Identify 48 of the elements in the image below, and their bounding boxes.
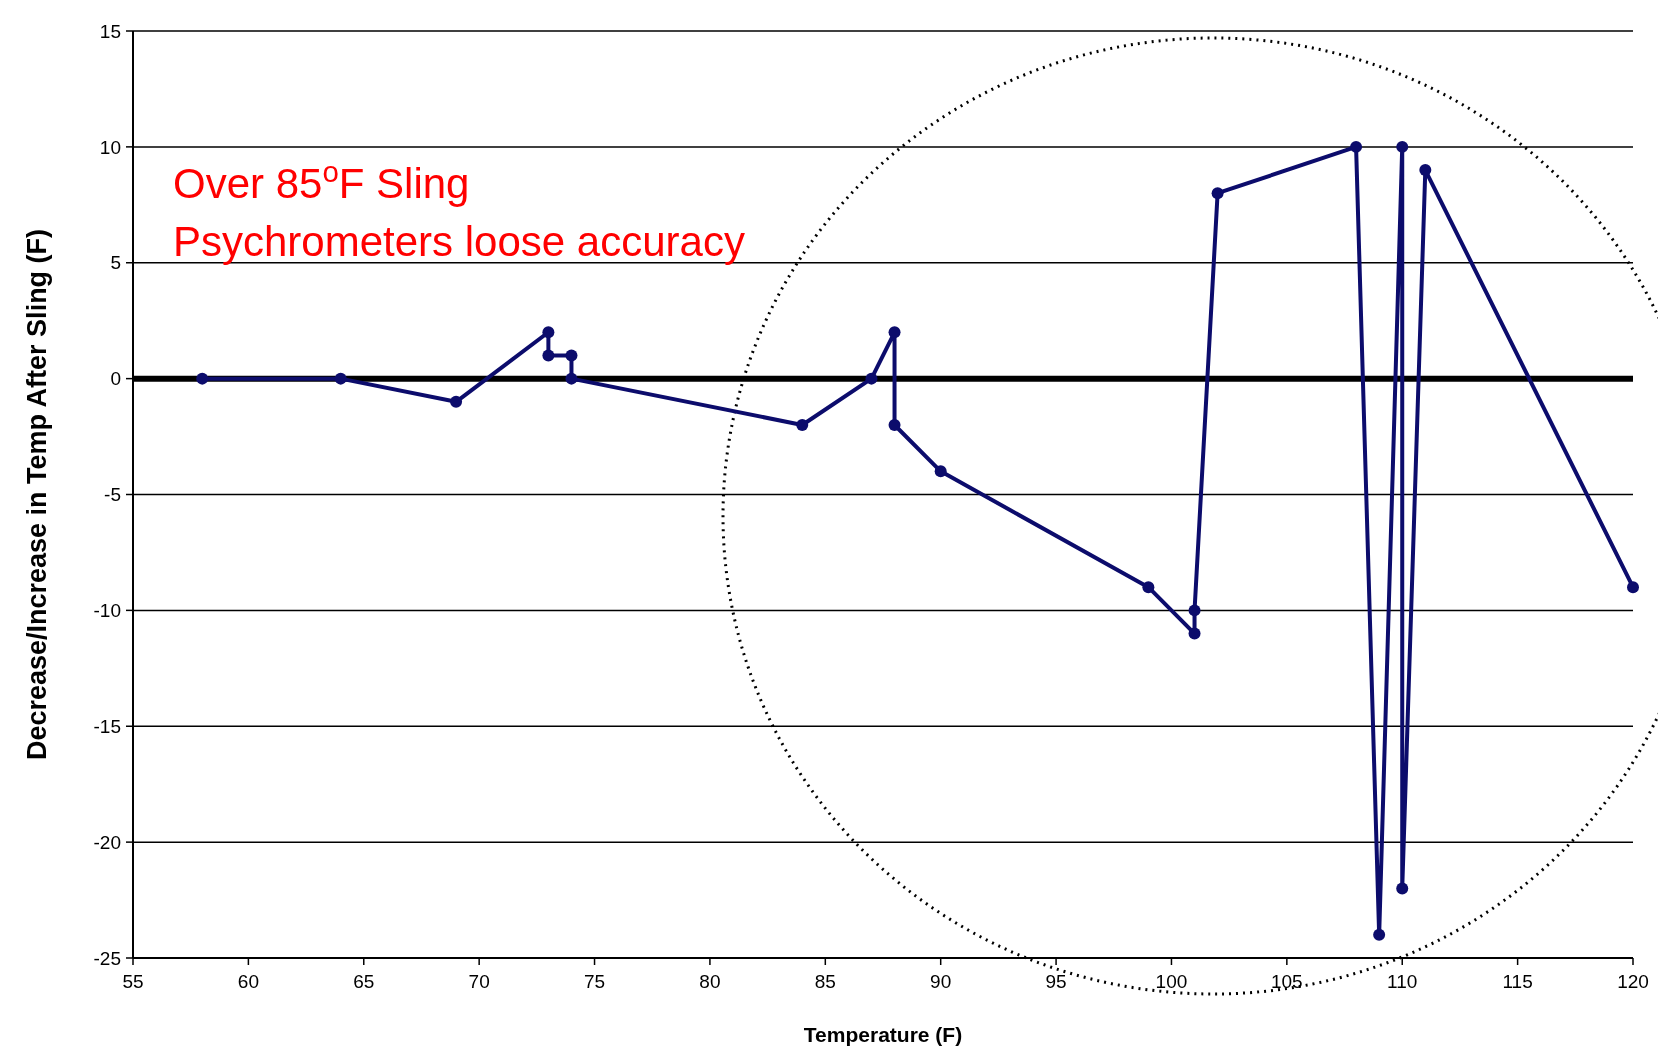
point bbox=[565, 349, 578, 362]
point bbox=[334, 372, 347, 385]
x-tick-label: 85 bbox=[814, 971, 836, 992]
point bbox=[888, 326, 901, 339]
y-tick-label: 10 bbox=[99, 136, 121, 158]
x-tick-label: 55 bbox=[122, 971, 144, 992]
x-axis-title: Temperature (F) bbox=[803, 1023, 963, 1046]
x-tick-label: 105 bbox=[1270, 971, 1303, 992]
x-tick-label: 65 bbox=[353, 971, 375, 992]
y-tick-label: -25 bbox=[93, 947, 121, 969]
point bbox=[196, 372, 209, 385]
point bbox=[1188, 627, 1201, 640]
point bbox=[542, 349, 555, 362]
x-tick-label: 110 bbox=[1387, 971, 1418, 992]
x-tick-label: 120 bbox=[1617, 971, 1649, 992]
point bbox=[1350, 140, 1363, 153]
point bbox=[1627, 581, 1639, 594]
x-tick-label: 95 bbox=[1045, 971, 1067, 992]
x-tick-label: 100 bbox=[1155, 971, 1188, 992]
y-tick-label: -15 bbox=[93, 715, 121, 737]
x-tick-label: 90 bbox=[930, 971, 952, 992]
point bbox=[450, 395, 463, 408]
y-tick-label: -10 bbox=[93, 600, 121, 622]
x-tick-label: 60 bbox=[237, 971, 259, 992]
point bbox=[865, 372, 878, 385]
point bbox=[1142, 581, 1155, 594]
x-tick-label: 75 bbox=[583, 971, 606, 992]
y-axis-title: Decrease/Increase in Temp After Sling (F) bbox=[22, 228, 52, 761]
y-tick-label: 0 bbox=[110, 368, 121, 390]
point bbox=[1373, 928, 1386, 941]
x-tick-label: 115 bbox=[1502, 971, 1533, 992]
point bbox=[888, 418, 901, 431]
point bbox=[1419, 164, 1432, 177]
annotation: Over 85$^{o}$F Sling Psychrometers loose accuracy bbox=[173, 154, 745, 265]
x-tick-label: 70 bbox=[468, 971, 490, 992]
y-tick-label: -20 bbox=[93, 831, 121, 853]
point bbox=[1396, 882, 1409, 895]
y-tick-label: 15 bbox=[99, 20, 121, 42]
point bbox=[1396, 140, 1409, 153]
point bbox=[1188, 604, 1201, 617]
point bbox=[565, 372, 578, 385]
point bbox=[796, 418, 809, 431]
point bbox=[542, 326, 555, 339]
y-tick-label: -5 bbox=[104, 484, 121, 506]
point bbox=[1211, 187, 1224, 200]
point bbox=[934, 465, 947, 478]
x-tick-label: 80 bbox=[699, 971, 721, 992]
y-tick-label: 5 bbox=[110, 252, 121, 274]
